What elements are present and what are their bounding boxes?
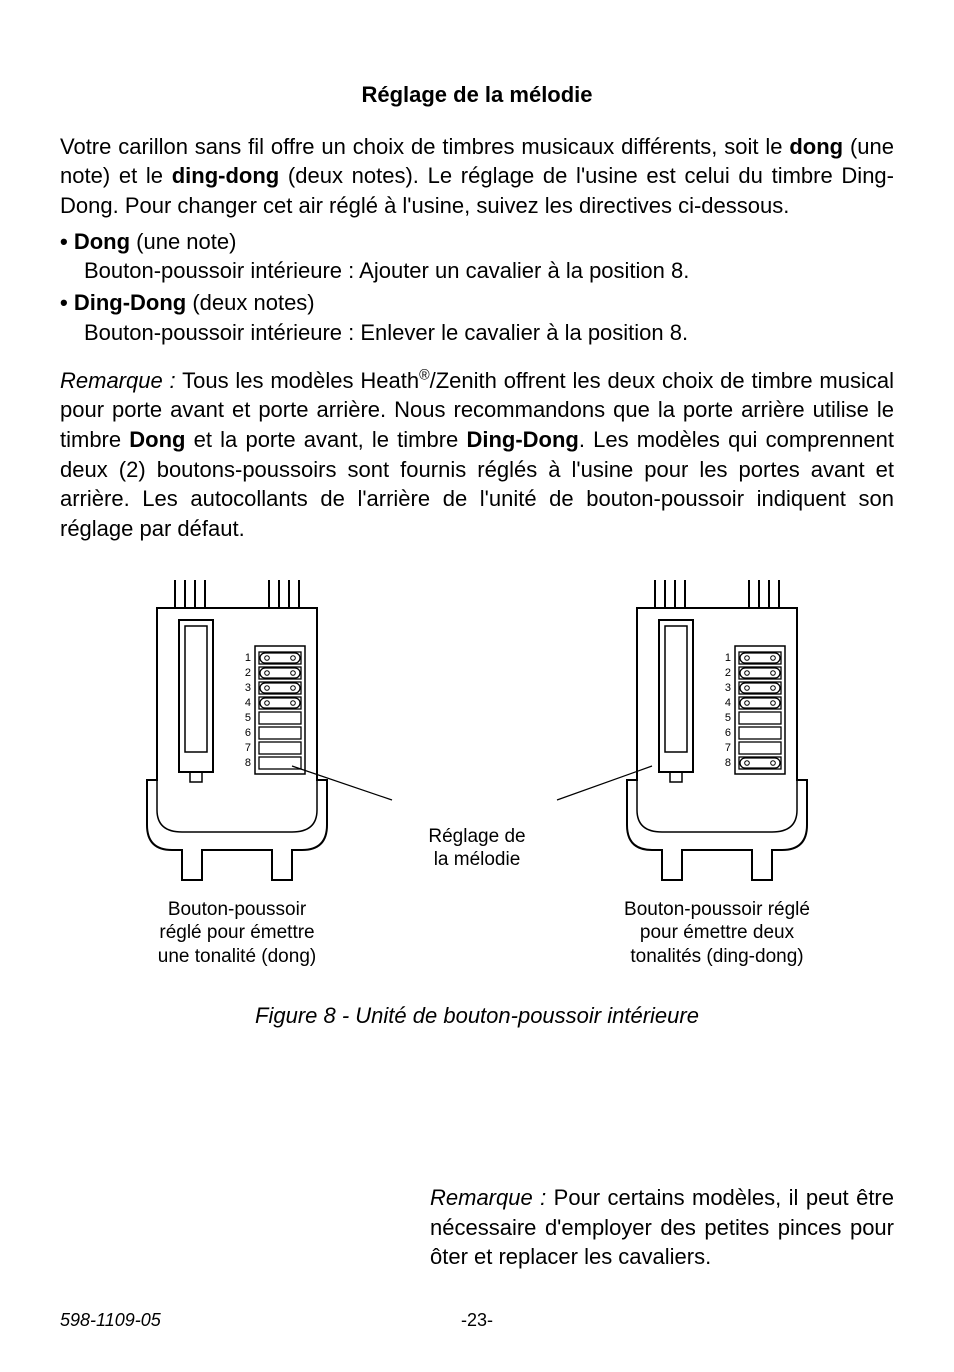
- remark-text-1: Tous les modèles Heath: [176, 368, 419, 393]
- bullet-body-1: Bouton-poussoir intérieure : Ajouter un …: [60, 256, 894, 286]
- bullet-item-dingdong: Ding-Dong (deux notes) Bouton-poussoir i…: [60, 288, 894, 347]
- left-caption-l3: une tonalité (dong): [158, 946, 316, 967]
- bullet-head-extra-1: (une note): [130, 229, 236, 254]
- remark-bold-1: Dong: [129, 427, 185, 452]
- right-unit-svg: 1 2 3 4 5 6 7 8: [607, 580, 827, 890]
- svg-text:6: 6: [245, 727, 251, 739]
- svg-text:3: 3: [245, 682, 251, 694]
- svg-text:2: 2: [245, 667, 251, 679]
- bullet-head-extra-2: (deux notes): [186, 290, 314, 315]
- left-caption-l1: Bouton-poussoir: [168, 899, 306, 920]
- right-caption-l3: tonalités (ding-dong): [630, 946, 803, 967]
- remark-label: Remarque :: [60, 368, 176, 393]
- left-caption-l2: réglé pour émettre: [159, 922, 314, 943]
- svg-text:4: 4: [725, 697, 731, 709]
- center-label-l2: la mélodie: [434, 849, 521, 870]
- svg-text:5: 5: [245, 712, 251, 724]
- left-unit-block: 1 2 3 4 5 6 7 8 Bouton-poussoir réglé pour émet…: [97, 580, 377, 969]
- svg-text:3: 3: [725, 682, 731, 694]
- svg-text:4: 4: [245, 697, 251, 709]
- bottom-note: Remarque : Pour certains modèles, il peu…: [430, 1183, 894, 1272]
- right-caption-l1: Bouton-poussoir réglé: [624, 899, 810, 920]
- right-unit-block: 1 2 3 4 5 6 7 8 Bouton-poussoir réglé pour émet…: [577, 580, 857, 969]
- intro-bold-2: ding-dong: [172, 163, 280, 188]
- doc-number: 598-1109-05: [60, 1308, 161, 1332]
- bottom-note-label: Remarque :: [430, 1185, 546, 1210]
- bullet-body-2: Bouton-poussoir intérieure : Enlever le …: [60, 318, 894, 348]
- right-caption: Bouton-poussoir réglé pour émettre deux …: [577, 898, 857, 969]
- svg-text:5: 5: [725, 712, 731, 724]
- bullet-item-dong: Dong (une note) Bouton-poussoir intérieu…: [60, 227, 894, 286]
- remark-sup: ®: [419, 367, 430, 383]
- remark-bold-2: Ding-Dong: [466, 427, 578, 452]
- svg-text:6: 6: [725, 727, 731, 739]
- left-unit-svg: 1 2 3 4 5 6 7 8: [127, 580, 347, 890]
- svg-text:1: 1: [245, 652, 251, 664]
- page-footer: 598-1109-05 -23-: [60, 1308, 894, 1332]
- center-label-l1: Réglage de: [428, 826, 525, 847]
- svg-text:8: 8: [725, 757, 731, 769]
- svg-text:2: 2: [725, 667, 731, 679]
- intro-text-1: Votre carillon sans fil offre un choix d…: [60, 134, 789, 159]
- svg-text:7: 7: [245, 742, 251, 754]
- remark-text-3: et la porte avant, le timbre: [186, 427, 467, 452]
- right-caption-l2: pour émettre deux: [640, 922, 794, 943]
- figure-caption: Figure 8 - Unité de bouton-poussoir inté…: [60, 1001, 894, 1031]
- svg-text:1: 1: [725, 652, 731, 664]
- svg-text:7: 7: [725, 742, 731, 754]
- page-number: -23-: [461, 1308, 493, 1332]
- left-caption: Bouton-poussoir réglé pour émettre une t…: [97, 898, 377, 969]
- center-label: Réglage de la mélodie: [417, 826, 537, 872]
- section-title: Réglage de la mélodie: [60, 80, 894, 110]
- intro-bold-1: dong: [789, 134, 843, 159]
- figure-8: 1 2 3 4 5 6 7 8 Bouton-poussoir réglé pour émet…: [60, 580, 894, 969]
- intro-paragraph: Votre carillon sans fil offre un choix d…: [60, 132, 894, 221]
- bullet-head-1: Dong: [74, 229, 130, 254]
- svg-text:8: 8: [245, 757, 251, 769]
- remark-paragraph: Remarque : Tous les modèles Heath®/Zenit…: [60, 366, 894, 544]
- bullet-head-2: Ding-Dong: [74, 290, 186, 315]
- bullet-list: Dong (une note) Bouton-poussoir intérieu…: [60, 227, 894, 348]
